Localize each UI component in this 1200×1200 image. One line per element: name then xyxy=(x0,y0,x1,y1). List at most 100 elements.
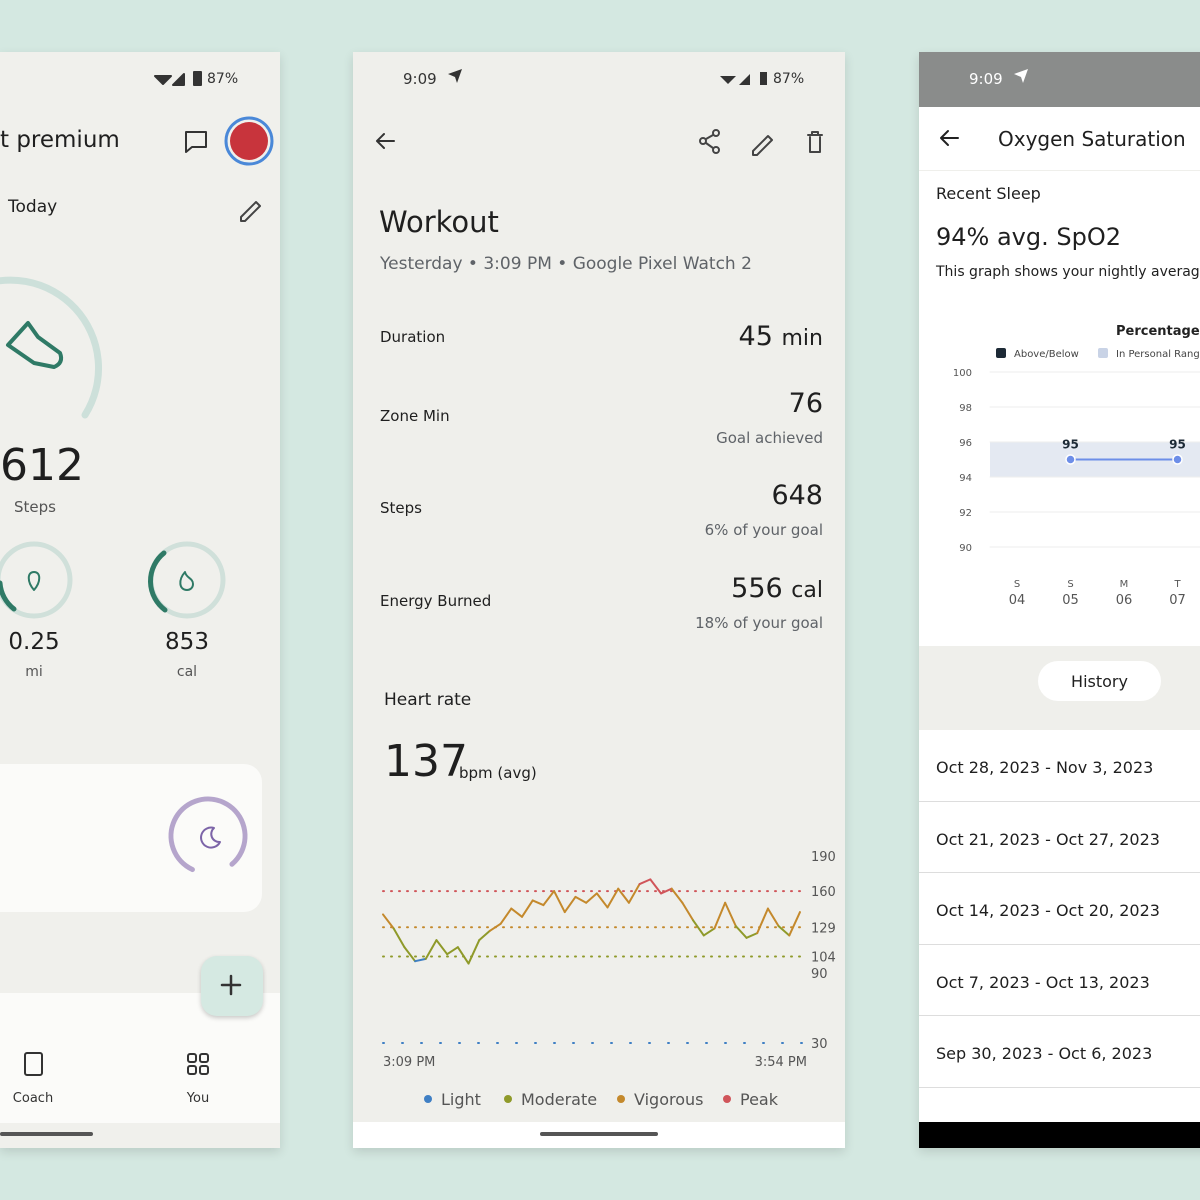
metric-label: Energy Burned xyxy=(380,592,492,610)
y-tick-label: 94 xyxy=(959,473,972,484)
hr-segment xyxy=(435,939,449,956)
distance-ring xyxy=(0,541,73,619)
time: 9:09 xyxy=(403,70,437,88)
status-icons xyxy=(720,72,767,85)
hr-segment xyxy=(734,925,748,939)
unit: min xyxy=(781,326,824,351)
hr-segment xyxy=(478,929,491,942)
hr-segment xyxy=(627,883,641,904)
steps-ring xyxy=(0,276,102,419)
history-item[interactable]: Oct 28, 2023 - Nov 3, 2023 xyxy=(936,758,1154,777)
metric-value: 648 xyxy=(771,480,823,511)
hr-segment xyxy=(617,887,630,904)
time: 9:09 xyxy=(969,70,1003,88)
hr-segment xyxy=(521,899,534,918)
chart-card xyxy=(919,171,1200,646)
coach-icon[interactable] xyxy=(24,1052,43,1076)
edit-icon[interactable] xyxy=(240,201,261,222)
x-day-label: M xyxy=(1120,579,1129,590)
nav-coach[interactable]: Coach xyxy=(12,1091,54,1106)
y-tick-label: 129 xyxy=(811,921,836,936)
you-icon[interactable] xyxy=(187,1053,209,1075)
y-tick-label: 96 xyxy=(959,438,972,449)
steps-label: Steps xyxy=(14,498,56,516)
hr-segment xyxy=(713,901,727,930)
hr-segment xyxy=(777,925,791,937)
metric-note: 6% of your goal xyxy=(704,521,823,539)
hr-segment xyxy=(702,927,716,937)
phone-left xyxy=(0,52,280,1148)
divider xyxy=(919,944,1200,945)
metric-value: 76 xyxy=(788,388,823,419)
sleep-ring xyxy=(168,796,248,876)
y-tick-label: 92 xyxy=(959,508,972,519)
distance-unit: mi xyxy=(25,664,43,680)
x-date-label: 06 xyxy=(1116,593,1133,608)
app-bar xyxy=(919,107,1200,170)
divider xyxy=(919,1087,1200,1088)
battery: 87% xyxy=(207,71,239,87)
y-tick-label: 90 xyxy=(959,543,972,554)
value: 45 xyxy=(738,321,773,352)
hr-segment xyxy=(531,899,545,907)
y-tick-label: 160 xyxy=(811,885,836,900)
hr-segment xyxy=(649,878,662,895)
hr-segment xyxy=(574,895,588,904)
hr-segment xyxy=(724,901,737,928)
phone-workout xyxy=(353,52,845,1148)
nav-icon xyxy=(1014,69,1028,83)
legend-label: Peak xyxy=(740,1090,779,1109)
history-button[interactable] xyxy=(1038,661,1161,701)
y-tick-label: 104 xyxy=(811,951,836,966)
nav-icon xyxy=(448,69,462,83)
hr-segment xyxy=(681,901,695,922)
history-item[interactable]: Oct 7, 2023 - Oct 13, 2023 xyxy=(936,973,1150,992)
hr-segment xyxy=(638,878,652,886)
calories-progress xyxy=(147,550,168,613)
history-item[interactable]: Sep 30, 2023 - Oct 6, 2023 xyxy=(936,1044,1153,1063)
chart-title: Percentage ( xyxy=(1116,324,1200,339)
edit-icon[interactable] xyxy=(752,135,773,156)
legend-label: In Personal Range xyxy=(1116,349,1200,360)
metric-note: Goal achieved xyxy=(716,429,823,447)
history-item[interactable]: Oct 14, 2023 - Oct 20, 2023 xyxy=(936,901,1160,920)
hr-segment xyxy=(456,946,470,965)
distance-progress xyxy=(0,580,17,612)
data-label: 95 xyxy=(1169,438,1186,452)
hr-segment xyxy=(756,907,769,935)
hr-segment xyxy=(446,946,459,956)
distance-value: 0.25 xyxy=(8,629,60,655)
battery: 87% xyxy=(773,71,805,87)
nav-you[interactable]: You xyxy=(186,1091,210,1106)
back-icon[interactable] xyxy=(940,130,959,146)
headline: 94% avg. SpO2 xyxy=(936,223,1122,251)
metric-note: 18% of your goal xyxy=(695,614,823,632)
hr-segment xyxy=(467,939,481,965)
shoe-icon xyxy=(6,321,64,369)
avatar-ring[interactable] xyxy=(224,116,274,166)
back-icon[interactable] xyxy=(376,133,395,149)
history-label[interactable]: History xyxy=(1071,672,1128,691)
legend-dot xyxy=(617,1095,625,1103)
hr-segment xyxy=(499,907,513,925)
flame-icon xyxy=(179,571,194,591)
legend-dot xyxy=(424,1095,432,1103)
y-tick-label: 190 xyxy=(811,850,836,865)
hr-segment xyxy=(595,892,609,909)
calories-value: 853 xyxy=(165,629,209,655)
delete-icon[interactable] xyxy=(807,131,823,153)
metric-value: 556 cal xyxy=(731,575,823,602)
calories-unit: cal xyxy=(176,664,198,680)
hr-segment xyxy=(692,919,705,937)
hr-segment xyxy=(606,887,620,909)
hr-segment xyxy=(414,957,427,963)
avatar[interactable] xyxy=(230,122,268,160)
x-day-label: S xyxy=(1014,579,1020,590)
history-item[interactable]: Oct 21, 2023 - Oct 27, 2023 xyxy=(936,830,1160,849)
plus-icon[interactable] xyxy=(220,974,242,996)
share-icon[interactable] xyxy=(699,129,720,154)
steps-value: 612 xyxy=(0,440,84,491)
hr-segment xyxy=(788,911,801,937)
metric-label: Duration xyxy=(380,328,446,346)
